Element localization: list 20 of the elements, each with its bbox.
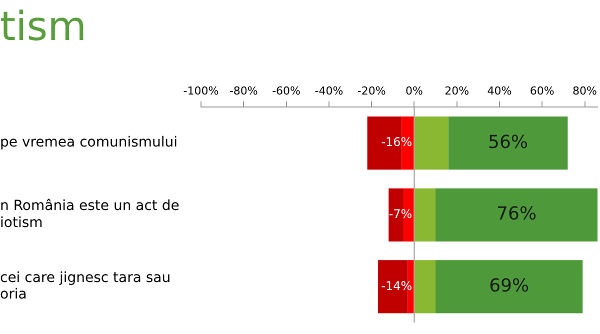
data-label: 56%	[488, 132, 528, 153]
y-tick-label: n România este un act de iotism	[0, 198, 180, 231]
data-label: 69%	[489, 275, 530, 296]
data-label: -16%	[381, 135, 412, 150]
x-tick-label: 20%	[444, 84, 470, 98]
data-label: -7%	[388, 207, 412, 222]
x-tick-label: -60%	[272, 84, 300, 98]
data-label: -14%	[381, 278, 412, 293]
x-tick-label: 80%	[572, 84, 597, 98]
x-tick-label: -100%	[183, 84, 219, 98]
y-tick-label: pe vremea comunismului	[0, 134, 178, 151]
x-tick-label: -80%	[229, 84, 258, 98]
x-tick-label: -40%	[314, 84, 344, 98]
x-tick-label: 0%	[405, 84, 423, 98]
y-tick-label: cei care jignesc tara sau oria	[0, 270, 171, 303]
chart-title: tism	[0, 4, 87, 50]
x-tick-label: -20%	[357, 84, 386, 98]
x-tick-label: 60%	[530, 84, 554, 98]
data-label: 76%	[496, 204, 537, 225]
x-tick-label: 40%	[487, 84, 512, 98]
